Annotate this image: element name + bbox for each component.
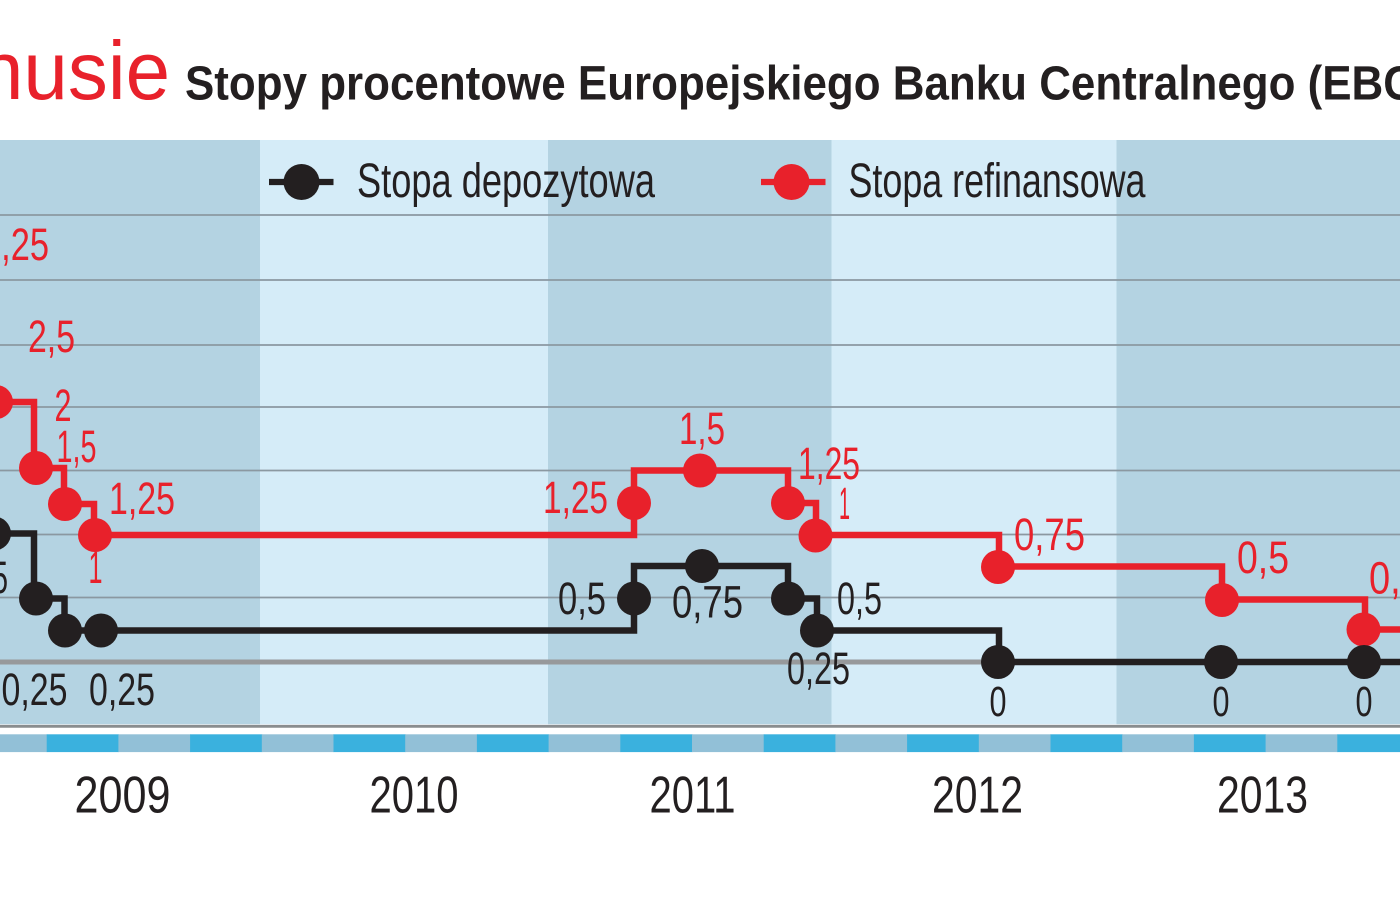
svg-text:2009: 2009	[75, 767, 171, 825]
svg-text:1,25: 1,25	[798, 438, 860, 489]
svg-text:0,75: 0,75	[672, 577, 743, 628]
svg-text:1: 1	[89, 542, 103, 593]
svg-text:0,25: 0,25	[1369, 553, 1400, 604]
svg-text:2012: 2012	[932, 767, 1023, 825]
svg-text:1,25: 1,25	[109, 473, 175, 524]
svg-text:2011: 2011	[650, 767, 736, 825]
svg-text:Stopa refinansowa: Stopa refinansowa	[849, 155, 1146, 208]
svg-text:0,25: 0,25	[2, 664, 68, 715]
svg-text:0,5: 0,5	[837, 573, 882, 624]
svg-text:1,25: 1,25	[543, 472, 608, 523]
svg-text:2013: 2013	[1217, 767, 1308, 825]
svg-text:0,5: 0,5	[558, 573, 606, 624]
svg-text:2: 2	[55, 380, 72, 431]
svg-text:nusie: nusie	[0, 24, 170, 117]
svg-text:0,5: 0,5	[1237, 532, 1289, 583]
svg-text:0,25: 0,25	[89, 664, 155, 715]
svg-text:Stopa depozytowa: Stopa depozytowa	[357, 155, 655, 208]
svg-text:Stopy procentowe Europejskiego: Stopy procentowe Europejskiego Banku Cen…	[185, 58, 1400, 111]
svg-text:1: 1	[839, 478, 850, 529]
svg-text:0: 0	[1213, 678, 1230, 726]
svg-text:0,75: 0,75	[1014, 509, 1085, 560]
svg-text:0: 0	[990, 678, 1007, 726]
svg-text:1,5: 1,5	[679, 403, 725, 454]
svg-text:0,5: 0,5	[0, 552, 8, 603]
svg-text:0: 0	[1356, 678, 1373, 726]
svg-text:0,25: 0,25	[787, 643, 850, 694]
svg-text:3,25: 3,25	[0, 219, 49, 270]
svg-text:2010: 2010	[370, 767, 459, 825]
svg-text:2,5: 2,5	[28, 311, 75, 362]
svg-text:1,5: 1,5	[57, 421, 97, 472]
